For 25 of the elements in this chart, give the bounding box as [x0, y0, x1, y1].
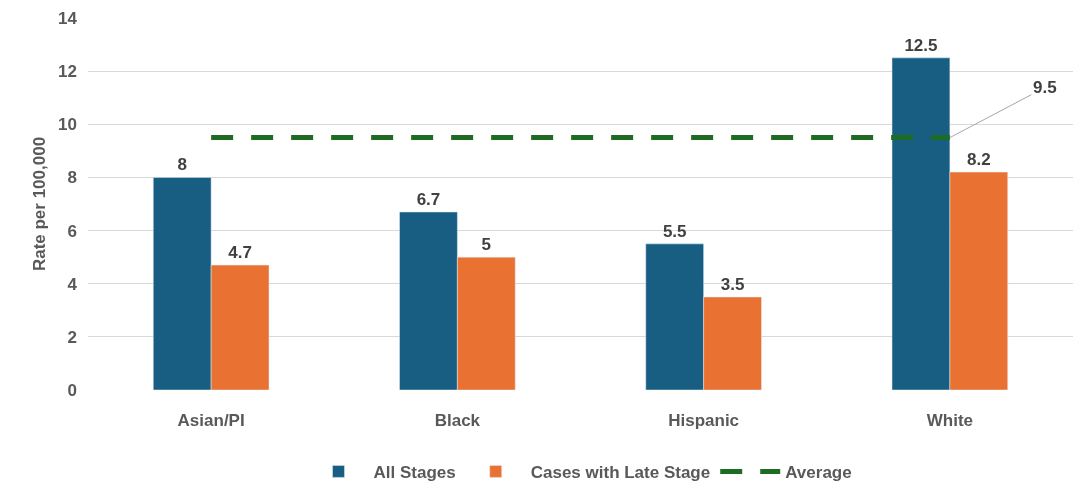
data-label: 9.5: [1033, 78, 1057, 97]
x-tick-label: Black: [434, 411, 481, 430]
x-tick-label: Asian/PI: [177, 411, 245, 430]
data-label: 4.7: [228, 243, 252, 263]
data-label: 5.5: [662, 221, 687, 241]
y-tick-label: 6: [67, 221, 77, 241]
data-label: 6.7: [416, 189, 441, 209]
y-tick-label: 4: [67, 274, 78, 294]
data-label: 8: [177, 155, 187, 175]
legend-label: All Stages: [373, 463, 456, 483]
data-label: 8.2: [966, 150, 991, 170]
x-tick-label: White: [926, 411, 974, 430]
y-tick-label: 12: [58, 62, 77, 82]
y-tick-label: 8: [67, 168, 77, 188]
data-label: 12.5: [904, 35, 938, 55]
y-tick-label: 2: [67, 327, 77, 347]
y-tick-label: 10: [58, 115, 77, 135]
y-tick-label: 0: [67, 380, 77, 400]
legend-label: Average: [785, 463, 852, 483]
data-label: 5: [481, 235, 492, 255]
data-label: 3.5: [720, 275, 745, 294]
y-tick-label: 14: [58, 8, 78, 28]
x-tick-label: Hispanic: [668, 411, 740, 430]
legend-label: Cases with Late Stage: [530, 463, 711, 483]
y-axis-title: Rate per 100,000: [29, 136, 49, 272]
